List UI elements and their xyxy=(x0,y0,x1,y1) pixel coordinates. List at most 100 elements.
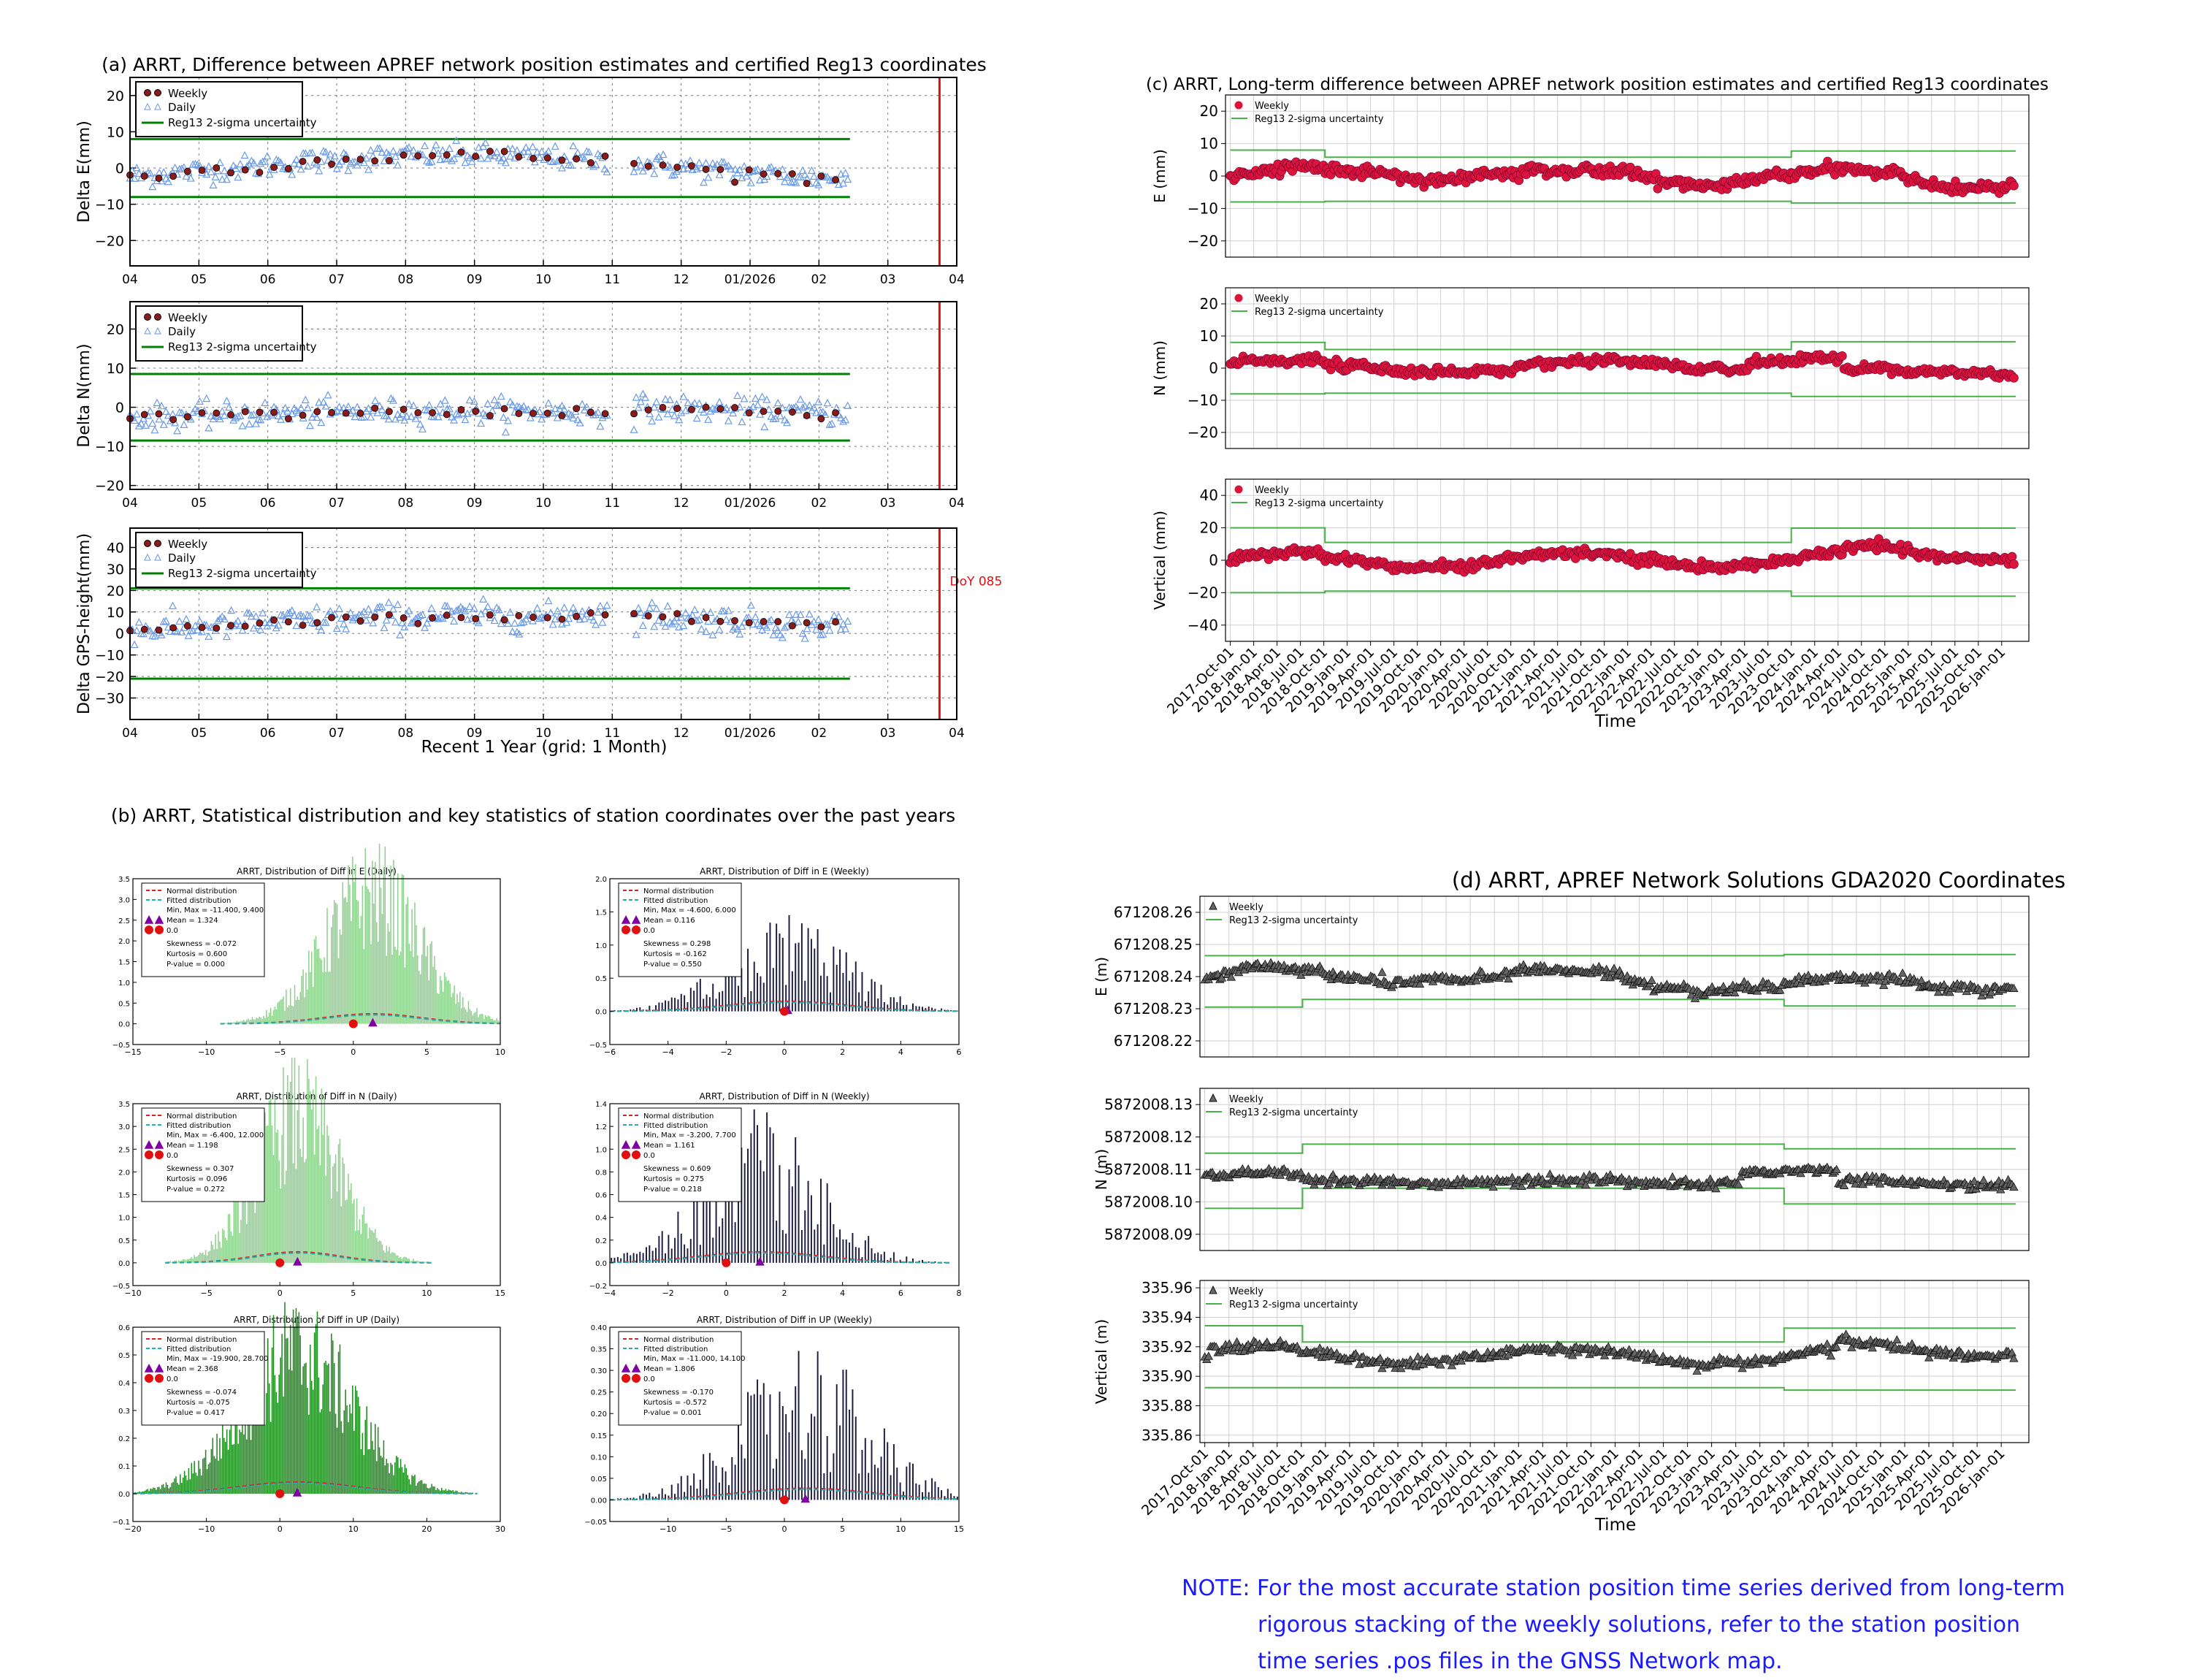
histogram-bar xyxy=(183,1478,184,1494)
daily-point xyxy=(365,167,372,173)
histogram-bar xyxy=(213,1456,215,1494)
histogram-bar xyxy=(153,1488,154,1494)
y-axis-label: Vertical (mm) xyxy=(1151,511,1169,610)
weekly-point xyxy=(242,623,248,630)
histogram-bar xyxy=(397,1457,399,1494)
weekly-point xyxy=(213,410,220,416)
weekly-point xyxy=(443,152,450,159)
histogram-bar xyxy=(302,1366,304,1494)
histogram-bar xyxy=(413,1476,414,1494)
weekly-point xyxy=(329,614,335,621)
histogram-bar xyxy=(811,1195,812,1263)
histogram-bar xyxy=(280,1357,281,1494)
y-tick-label: 0.5 xyxy=(118,1000,130,1008)
daily-point xyxy=(223,397,230,404)
histogram-bar xyxy=(334,900,335,1023)
weekly-point xyxy=(645,163,651,169)
legend-weekly-marker xyxy=(155,90,161,96)
stat-minmax: Min, Max = -11.000, 14.100 xyxy=(643,1355,745,1363)
histogram-bar xyxy=(677,1212,678,1263)
x-tick-label: −10 xyxy=(198,1524,215,1534)
weekly-point xyxy=(833,619,839,625)
histogram-bar xyxy=(757,1125,758,1263)
histogram-bar xyxy=(795,1386,796,1500)
histogram-bar xyxy=(369,1449,370,1494)
histogram-bar xyxy=(893,1444,895,1500)
histogram-bar xyxy=(275,1375,276,1494)
weekly-point xyxy=(314,156,321,163)
daily-point xyxy=(394,601,401,608)
histogram-bar xyxy=(352,857,353,1024)
weekly-point xyxy=(760,171,767,177)
x-tick-label: 30 xyxy=(495,1524,505,1534)
histogram-bar xyxy=(839,950,841,1012)
histogram-bar xyxy=(160,1489,161,1494)
histogram-bar xyxy=(922,1492,923,1500)
y-tick-label: 30 xyxy=(107,562,124,578)
x-tick-label: 02 xyxy=(811,496,827,511)
histogram-bar xyxy=(906,1005,907,1012)
histogram-bar xyxy=(340,1139,341,1263)
weekly-point xyxy=(674,405,681,412)
stat-kurtosis: Kurtosis = 0.600 xyxy=(167,950,227,958)
weekly-point xyxy=(314,619,321,626)
histogram-bar xyxy=(716,999,717,1011)
legend-weekly-label: Weekly xyxy=(168,311,207,324)
weekly-point xyxy=(2009,181,2018,190)
stat-mean: Mean = 1.806 xyxy=(643,1365,695,1373)
weekly-point xyxy=(803,619,810,626)
histogram-bar xyxy=(299,1066,300,1263)
histogram-bar xyxy=(291,1006,293,1024)
daily-point xyxy=(502,159,509,166)
histogram-bar xyxy=(320,958,321,1023)
weekly-point xyxy=(473,153,479,160)
x-tick-label: 10 xyxy=(421,1288,432,1298)
histogram-bar xyxy=(431,941,432,1023)
histogram-bar xyxy=(385,847,386,1024)
histogram-bar xyxy=(239,1429,240,1494)
histogram-bar xyxy=(712,1461,714,1500)
y-tick-label: 0.35 xyxy=(591,1346,607,1354)
histogram-bar xyxy=(382,914,383,1023)
histogram-bar xyxy=(310,1091,311,1263)
histogram-bar xyxy=(283,1067,284,1263)
daily-point xyxy=(594,150,601,157)
histogram-bar xyxy=(358,1230,359,1263)
histogram-bar xyxy=(451,1491,452,1494)
histogram-title: ARRT, Distribution of Diff in N (Daily) xyxy=(236,1091,397,1101)
weekly-point xyxy=(544,155,551,161)
histogram-bar xyxy=(359,1219,361,1263)
daily-point xyxy=(345,403,351,410)
weekly-point xyxy=(473,615,479,622)
histogram-bar xyxy=(322,1384,324,1494)
weekly-point xyxy=(1838,351,1846,360)
panel-d-title: (d) ARRT, APREF Network Solutions GDA202… xyxy=(1452,868,2065,893)
stat-minmax: Min, Max = -3.200, 7.700 xyxy=(643,1131,736,1139)
histogram-bar xyxy=(381,1456,382,1494)
histogram-bar xyxy=(335,1413,337,1494)
histogram-bar xyxy=(396,1456,397,1494)
histogram-bar xyxy=(232,1445,234,1494)
histogram-bar xyxy=(202,1459,204,1494)
x-tick-label: 0 xyxy=(278,1524,283,1534)
histogram-bar xyxy=(393,860,394,1023)
legend-weekly-label: Weekly xyxy=(1229,902,1263,913)
histogram-bar xyxy=(325,1175,326,1262)
x-tick-label: 06 xyxy=(260,496,276,511)
histogram-bar xyxy=(776,1459,777,1500)
histogram-bar xyxy=(760,1161,761,1263)
histogram-bar xyxy=(346,902,348,1024)
stat-pvalue: P-value = 0.272 xyxy=(167,1185,225,1194)
histogram-bar xyxy=(328,1364,329,1494)
daily-point xyxy=(131,641,138,648)
weekly-point xyxy=(271,616,278,623)
histogram-bar xyxy=(291,1058,293,1263)
histogram-bar xyxy=(362,885,364,1023)
histogram-bar xyxy=(408,944,410,1024)
histogram-bar xyxy=(754,1394,755,1500)
daily-point xyxy=(394,161,401,168)
histogram-bar xyxy=(390,1463,391,1494)
weekly-point xyxy=(688,618,695,625)
daily-point xyxy=(228,607,234,614)
